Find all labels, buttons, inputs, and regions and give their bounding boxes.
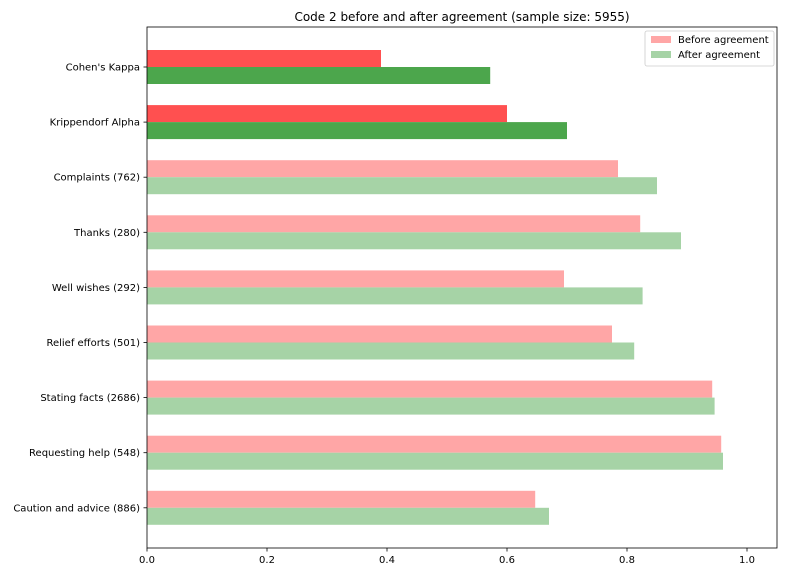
- bar-before-requesting-help-548: [147, 435, 722, 453]
- bar-after-caution-and-advice-886: [147, 507, 549, 525]
- legend-label-before: Before agreement: [678, 35, 769, 46]
- legend-swatch-before: [651, 36, 671, 43]
- bar-after-requesting-help-548: [147, 452, 723, 470]
- x-axis: 0.0 0.2 0.4 0.6 0.8 1.0: [139, 548, 755, 566]
- x-tick-label: 0.6: [499, 555, 515, 566]
- bar-before-stating-facts-2686: [147, 380, 713, 398]
- chart-title: Code 2 before and after agreement (sampl…: [294, 10, 629, 24]
- bar-after-relief-efforts-501: [147, 342, 635, 360]
- y-tick-label: Krippendorf Alpha: [50, 118, 140, 129]
- bar-before-cohen-s-kappa: [147, 50, 381, 67]
- x-tick-label: 0.2: [259, 555, 275, 566]
- bar-before-krippendorf-alpha: [147, 105, 507, 123]
- x-tick-label: 1.0: [739, 555, 755, 566]
- y-tick-label: Relief efforts (501): [46, 338, 140, 349]
- bar-before-complaints-762: [147, 160, 618, 178]
- y-tick-label: Complaints (762): [54, 173, 141, 184]
- bar-before-caution-and-advice-886: [147, 490, 536, 508]
- legend: Before agreement After agreement: [644, 30, 775, 67]
- x-tick-label: 0.8: [619, 555, 635, 566]
- bar-after-well-wishes-292: [147, 287, 643, 305]
- bar-before-well-wishes-292: [147, 270, 564, 288]
- bar-after-cohen-s-kappa: [147, 67, 491, 84]
- legend-box: [644, 30, 775, 67]
- legend-swatch-after: [651, 51, 671, 58]
- y-tick-label: Stating facts (2686): [40, 393, 140, 404]
- bar-after-krippendorf-alpha: [147, 122, 567, 140]
- bar-before-relief-efforts-501: [147, 325, 612, 343]
- x-tick-label: 0.4: [379, 555, 395, 566]
- y-tick-label: Well wishes (292): [52, 283, 140, 294]
- y-axis-labels: Cohen's Kappa Krippendorf Alpha Complaints…: [13, 63, 147, 514]
- y-tick-label: Cohen's Kappa: [66, 63, 140, 74]
- y-tick-label: Caution and advice (886): [13, 503, 140, 514]
- bar-after-thanks-280: [147, 232, 681, 250]
- plot-frame: [146, 26, 778, 549]
- x-tick-label: 0.0: [139, 555, 155, 566]
- bars-group: [147, 50, 723, 525]
- legend-label-after: After agreement: [678, 50, 760, 61]
- bar-before-thanks-280: [147, 215, 641, 233]
- y-tick-label: Thanks (280): [73, 228, 140, 239]
- bar-after-stating-facts-2686: [147, 397, 715, 415]
- y-tick-label: Requesting help (548): [29, 448, 140, 459]
- bar-after-complaints-762: [147, 177, 657, 195]
